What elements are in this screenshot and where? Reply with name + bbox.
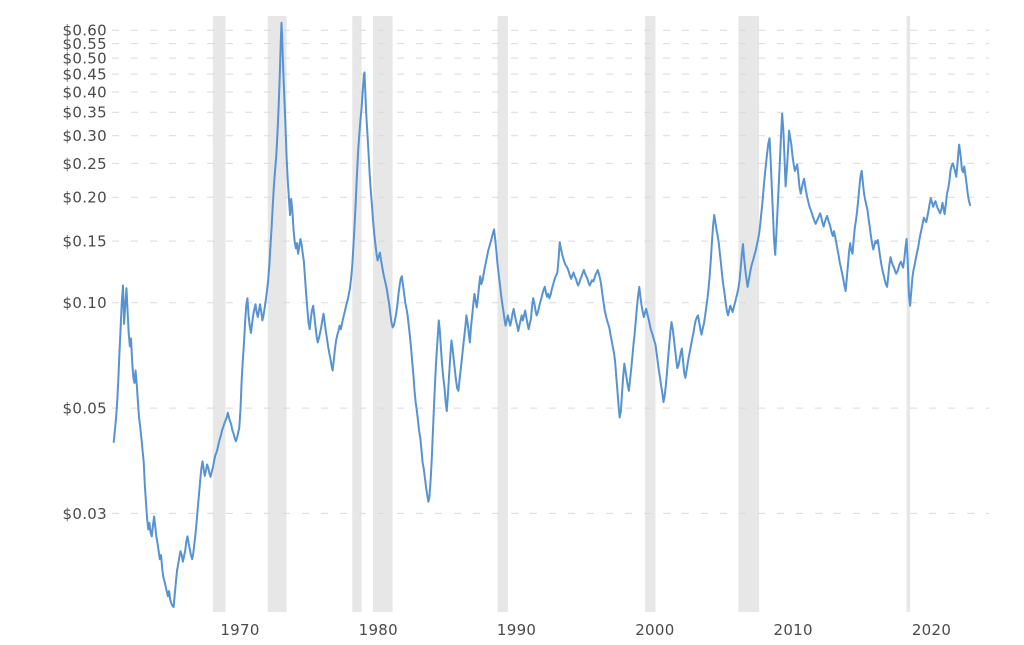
recession-bands-layer	[212, 16, 911, 612]
y-axis-tick-label: $0.10	[63, 294, 107, 312]
x-axis-tick-label: 2020	[912, 621, 951, 639]
y-axis-tick-label: $0.25	[63, 155, 107, 173]
y-axis-tick-label: $0.03	[63, 505, 107, 523]
recession-band	[373, 16, 393, 612]
y-axis-tick-label: $0.45	[63, 66, 107, 84]
y-axis-tick-label: $0.50	[63, 50, 107, 68]
y-axis-tick-label: $0.60	[63, 22, 107, 40]
price-line[interactable]	[112, 21, 972, 609]
recession-band	[645, 16, 656, 612]
x-axis-labels: 1970 1980 1990 2000 2010 2020	[220, 621, 951, 639]
y-axis-tick-label: $0.30	[63, 127, 107, 145]
series-layer[interactable]	[112, 21, 972, 609]
y-axis-tick-label: $0.35	[63, 104, 107, 122]
y-axis-tick-label: $0.55	[63, 35, 107, 53]
recession-band	[212, 16, 226, 612]
y-axis-tick-label: $0.05	[63, 400, 107, 418]
recession-band	[497, 16, 508, 612]
recession-band	[738, 16, 760, 612]
gridlines-layer	[112, 29, 989, 514]
recession-band	[352, 16, 362, 612]
y-axis-tick-label: $0.20	[63, 189, 107, 207]
recession-band	[267, 16, 287, 612]
recession-band	[906, 16, 911, 612]
y-axis-tick-label: $0.15	[63, 233, 107, 251]
x-axis-tick-label: 1970	[220, 621, 259, 639]
y-axis-labels: $0.60$0.55$0.50$0.45$0.40 $0.35 $0.30 $0.25…	[63, 22, 107, 523]
x-axis-tick-label: 2010	[774, 621, 813, 639]
x-axis-tick-label: 1980	[359, 621, 398, 639]
x-axis-tick-label: 2000	[635, 621, 674, 639]
x-axis-tick-label: 1990	[497, 621, 536, 639]
y-axis-tick-label: $0.40	[63, 83, 107, 101]
